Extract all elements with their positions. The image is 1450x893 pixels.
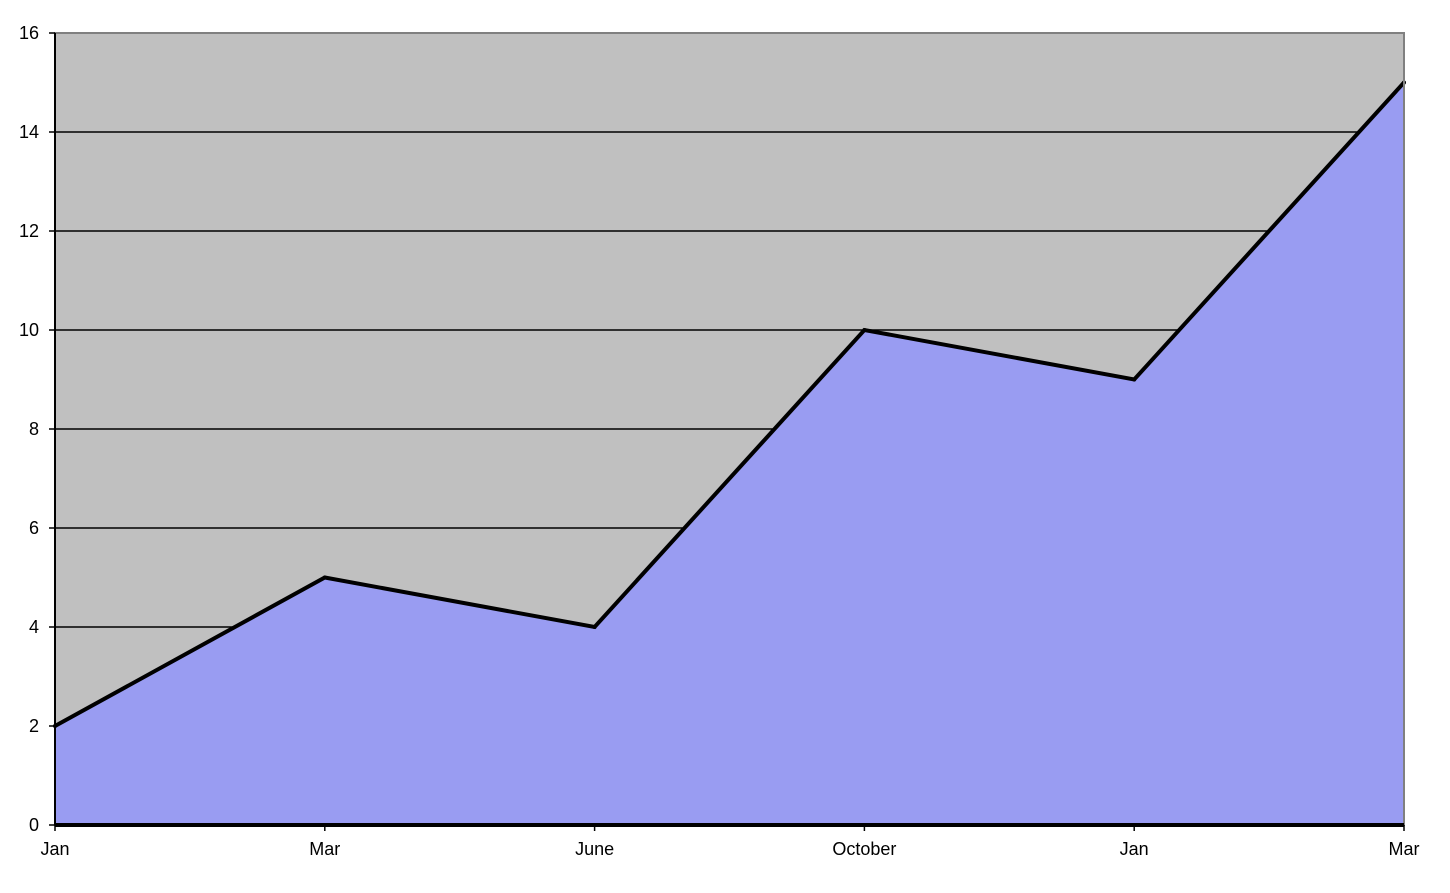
x-tick-label: Jan <box>40 839 69 859</box>
x-tick-label: Jan <box>1120 839 1149 859</box>
y-tick-label: 12 <box>19 221 39 241</box>
y-tick-label: 6 <box>29 518 39 538</box>
y-tick-label: 10 <box>19 320 39 340</box>
x-tick-label: October <box>832 839 896 859</box>
data-point <box>1132 377 1137 382</box>
data-point <box>322 575 327 580</box>
y-tick-label: 8 <box>29 419 39 439</box>
y-tick-label: 2 <box>29 716 39 736</box>
x-tick-label: Mar <box>1389 839 1420 859</box>
x-axis: Jan Mar June October Jan Mar <box>40 823 1420 859</box>
series-line <box>54 81 1406 728</box>
series-area <box>55 82 1404 825</box>
data-point <box>862 328 867 332</box>
y-tick-label: 16 <box>19 23 39 43</box>
x-tick-label: Mar <box>309 839 340 859</box>
y-tick-label: 4 <box>29 617 39 637</box>
y-tick-label: 0 <box>29 815 39 835</box>
data-point <box>592 625 597 629</box>
y-axis: 0 2 4 6 8 10 12 14 16 <box>19 23 56 835</box>
x-tick-label: June <box>575 839 614 859</box>
y-tick-label: 14 <box>19 122 39 142</box>
